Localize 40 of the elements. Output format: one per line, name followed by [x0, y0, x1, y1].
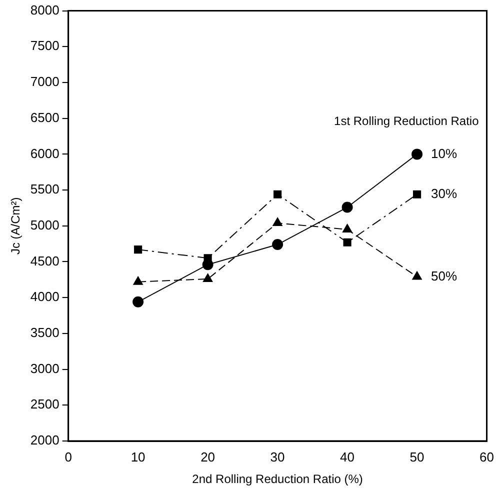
point: [272, 239, 284, 250]
y-tick-label: 6000: [30, 146, 60, 161]
series-label: 50%: [431, 268, 458, 284]
series-label: 10%: [431, 146, 458, 161]
x-tick-label: 50: [410, 449, 424, 464]
y-tick-label: 2000: [30, 432, 60, 448]
point: [272, 218, 282, 226]
y-axis-title: Jc (A/Cm²): [8, 197, 23, 255]
x-axis-title: 2nd Rolling Reduction Ratio (%): [192, 472, 363, 486]
x-tick-label: 20: [200, 449, 216, 464]
point: [274, 190, 282, 198]
point: [202, 273, 213, 282]
y-tick-label: 5500: [30, 182, 60, 197]
y-tick-label: 3500: [30, 325, 60, 340]
legend-title: 1st Rolling Reduction Ratio: [334, 114, 480, 128]
y-tick-label: 4000: [30, 289, 60, 304]
x-tick-label: 30: [270, 449, 285, 464]
point: [342, 224, 352, 232]
point: [202, 259, 214, 270]
point: [412, 148, 423, 160]
y-tick-label: 7000: [30, 74, 60, 90]
point: [343, 238, 352, 246]
y-tick-label: 7500: [30, 38, 60, 54]
point: [133, 276, 143, 285]
y-tick-label: 2500: [30, 396, 60, 412]
y-tick-label: 3000: [30, 360, 60, 376]
y-tick-label: 8000: [30, 2, 60, 18]
point: [412, 190, 422, 198]
point: [412, 271, 422, 280]
x-tick-label: 0: [64, 449, 72, 464]
point: [342, 202, 353, 213]
y-tick-label: 5000: [30, 217, 60, 232]
x-tick-label: 10: [130, 449, 146, 464]
point: [134, 246, 142, 254]
y-tick-label: 4500: [30, 253, 60, 268]
point: [132, 296, 144, 308]
y-tick-label: 6500: [30, 110, 60, 125]
x-tick-label: 40: [340, 449, 355, 464]
x-tick-label: 60: [480, 449, 494, 464]
series-label: 30%: [431, 186, 458, 201]
